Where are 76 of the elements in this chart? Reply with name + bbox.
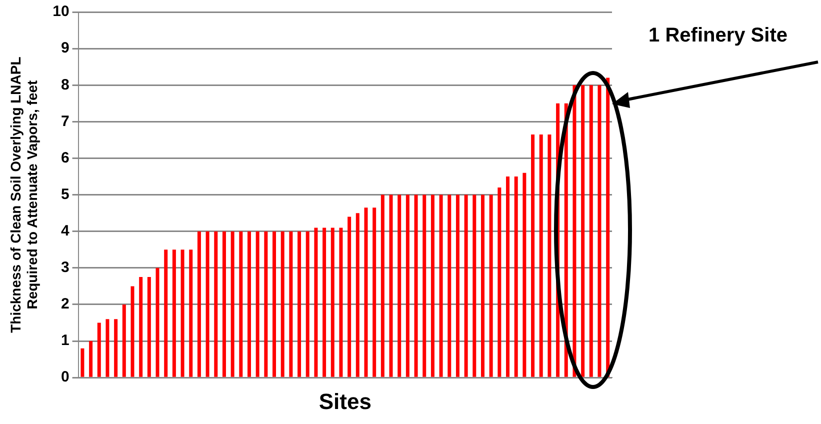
bar xyxy=(114,319,118,377)
bar xyxy=(289,231,293,377)
bar xyxy=(239,231,243,377)
text: 1 Refinery Site xyxy=(648,24,788,47)
y-tick-label: 10 xyxy=(52,3,70,20)
bar xyxy=(264,231,268,377)
bar xyxy=(489,194,493,377)
y-tick-label: 3 xyxy=(60,259,70,276)
bar xyxy=(230,231,234,377)
bar xyxy=(456,194,460,377)
bar xyxy=(80,348,84,377)
bar xyxy=(256,231,260,377)
bar xyxy=(414,194,418,377)
bar xyxy=(197,231,201,377)
bar xyxy=(306,231,310,377)
y-tick-label: 9 xyxy=(60,40,70,57)
bar xyxy=(514,176,518,377)
bar xyxy=(189,250,193,377)
bar xyxy=(606,78,610,377)
bar xyxy=(581,85,585,377)
bar xyxy=(472,194,476,377)
bar xyxy=(572,85,576,377)
bar xyxy=(106,319,110,377)
bar xyxy=(122,304,126,377)
y-tick-label: 5 xyxy=(60,186,70,203)
bar xyxy=(298,231,302,377)
bar xyxy=(464,194,468,377)
bar xyxy=(314,228,318,377)
bar xyxy=(506,176,510,377)
bar xyxy=(372,208,376,377)
bar xyxy=(330,228,334,377)
bar xyxy=(480,194,484,377)
bar xyxy=(222,231,226,377)
y-tick-label: 6 xyxy=(60,149,70,166)
bar xyxy=(156,268,160,377)
bar xyxy=(206,231,210,377)
bar xyxy=(356,213,360,377)
bar xyxy=(89,341,93,377)
bar xyxy=(348,216,352,377)
bar xyxy=(364,208,368,377)
bar xyxy=(247,231,251,377)
y-tick-label: 1 xyxy=(60,332,70,350)
bar xyxy=(389,194,393,377)
y-tick-label: 2 xyxy=(60,296,70,313)
bar xyxy=(598,85,602,377)
bar xyxy=(448,194,452,377)
y-tick-label: 8 xyxy=(60,76,70,94)
bar xyxy=(548,134,552,377)
bar xyxy=(539,134,543,377)
bar xyxy=(322,228,326,377)
bar xyxy=(430,194,434,377)
y-axis-title: Thickness of Clean Soil Overlying LNAPL Required to Attenuate Vapors, feet xyxy=(7,56,40,333)
bar xyxy=(498,187,502,377)
bar xyxy=(214,231,218,377)
bar xyxy=(439,194,443,377)
bar xyxy=(172,250,176,377)
bar xyxy=(97,322,101,377)
bar xyxy=(130,286,134,377)
bar xyxy=(272,231,276,377)
bar xyxy=(139,277,143,377)
y-tick-label: 0 xyxy=(60,368,70,386)
bar xyxy=(398,194,402,377)
y-tick-label: 7 xyxy=(60,112,70,130)
bar xyxy=(406,194,410,377)
bar xyxy=(147,277,151,377)
bar xyxy=(422,194,426,377)
bar xyxy=(164,250,168,377)
bar xyxy=(280,231,284,377)
bar xyxy=(589,85,593,377)
y-tick-label: 4 xyxy=(60,222,70,240)
x-axis-title: Sites xyxy=(318,388,372,414)
bar xyxy=(531,134,535,377)
bar xyxy=(180,250,184,377)
bar xyxy=(380,194,384,377)
bar xyxy=(339,228,343,377)
bar xyxy=(522,172,526,377)
